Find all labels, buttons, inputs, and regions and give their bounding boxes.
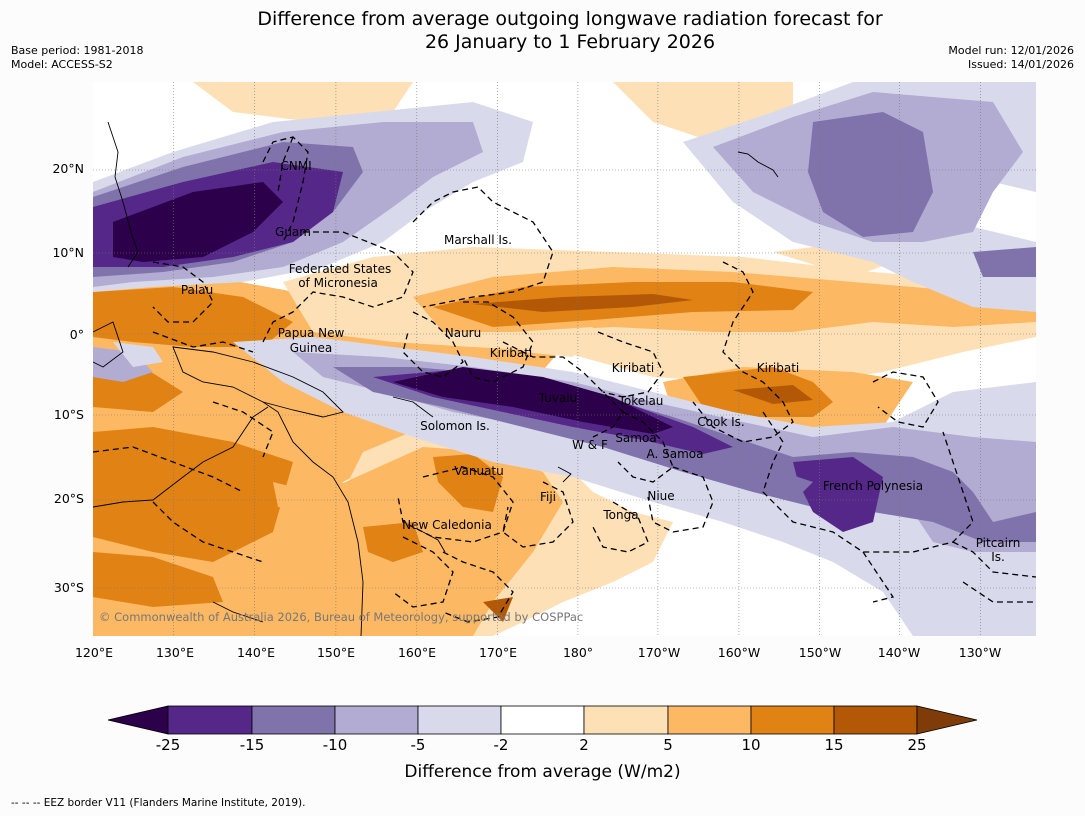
lon-tick-140e: 140°E <box>236 645 275 660</box>
lon-tick-130w: 130°W <box>958 645 1002 660</box>
lat-tick-0: 0° <box>69 327 84 342</box>
colorbar-label-8: 10 <box>741 736 761 754</box>
colorbar-bin-8 <box>750 705 835 735</box>
label-palau: Palau <box>181 283 213 297</box>
lon-tick-170w: 170°W <box>637 645 681 660</box>
label-fsm-1: Federated States <box>289 262 391 276</box>
label-fiji: Fiji <box>540 490 556 504</box>
copyright-notice: © Commonwealth of Australia 2026, Bureau… <box>99 610 583 624</box>
colorbar-extend-right <box>916 705 978 735</box>
label-png-2: Guinea <box>290 341 333 355</box>
lat-tick-30s: 30°S <box>53 580 84 595</box>
lat-tick-10s: 10°S <box>53 407 84 422</box>
meta-left: Base period: 1981-2018 Model: ACCESS-S2 <box>11 44 143 72</box>
nz-coast <box>212 601 264 623</box>
label-tuvalu: Tuvalu <box>538 391 578 405</box>
colorbar-label-9: 15 <box>824 736 844 754</box>
lon-tick-120e: 120°E <box>74 645 113 660</box>
label-wallis-futuna: W & F <box>572 438 608 452</box>
colorbar-bin-5 <box>500 705 585 735</box>
label-new-caledonia: New Caledonia <box>402 518 492 532</box>
meta-right: Model run: 12/01/2026 Issued: 14/01/2026 <box>948 44 1074 72</box>
label-pitcairn-1: Pitcairn <box>976 536 1021 550</box>
label-tokelau: Tokelau <box>618 394 664 408</box>
label-tonga: Tonga <box>602 508 638 522</box>
label-french-polynesia: French Polynesia <box>823 479 923 493</box>
lat-tick-20n: 20°N <box>52 161 84 176</box>
lon-tick-130e: 130°E <box>155 645 194 660</box>
label-pitcairn-2: Is. <box>991 550 1005 564</box>
label-american-samoa: A. Samoa <box>647 447 704 461</box>
title-line-1: Difference from average outgoing longwav… <box>257 8 883 30</box>
graticule <box>93 82 1036 636</box>
lon-tick-160e: 160°E <box>397 645 436 660</box>
colorbar-label-4: -5 <box>410 736 426 754</box>
label-nauru: Nauru <box>445 326 481 340</box>
colorbar-bin-4 <box>417 705 502 735</box>
new-guinea-coast <box>172 346 344 418</box>
colorbar <box>107 705 978 735</box>
lon-tick-180: 180° <box>562 645 594 660</box>
colorbar-label-7: 5 <box>663 736 673 754</box>
colorbar-label-6: 2 <box>579 736 589 754</box>
fiji-coast <box>557 466 572 483</box>
lon-tick-140w: 140°W <box>877 645 921 660</box>
coastlines <box>93 121 779 636</box>
lat-tick-20s: 20°S <box>53 491 84 506</box>
base-period: Base period: 1981-2018 <box>11 44 144 57</box>
australia-coast <box>262 401 364 636</box>
eez-borders <box>93 136 1036 623</box>
label-kiribati-east: Kiribati <box>757 361 799 375</box>
label-samoa: Samoa <box>615 431 656 445</box>
region-labels: CNMI Guam Marshall Is. Federated States … <box>181 159 1020 564</box>
label-marshall: Marshall Is. <box>444 233 512 247</box>
model-name: Model: ACCESS-S2 <box>11 58 113 71</box>
colorbar-bin-7 <box>667 705 752 735</box>
model-run: Model run: 12/01/2026 <box>948 44 1074 57</box>
colorbar-bin-1 <box>167 705 253 735</box>
lon-tick-150e: 150°E <box>316 645 355 660</box>
lon-tick-170e: 170°E <box>478 645 517 660</box>
colorbar-label-1: -25 <box>155 736 181 754</box>
colorbar-bin-9 <box>833 705 918 735</box>
label-png-1: Papua New <box>278 326 345 340</box>
borneo-coast <box>93 321 124 368</box>
colorbar-label-2: -15 <box>239 736 265 754</box>
colorbar-label-10: 25 <box>907 736 927 754</box>
issued-date: Issued: 14/01/2026 <box>967 58 1074 71</box>
colorbar-label-3: -10 <box>322 736 348 754</box>
chart-title: Difference from average outgoing longwav… <box>0 8 1085 54</box>
label-guam: Guam <box>275 225 311 239</box>
olr-anomaly-map: CNMI Guam Marshall Is. Federated States … <box>93 82 1036 636</box>
eez-footnote: -- -- -- EEZ border V11 (Flanders Marine… <box>11 797 306 809</box>
colorbar-title: Difference from average (W/m2) <box>404 762 681 782</box>
label-fsm-2: of Micronesia <box>298 276 378 290</box>
colorbar-bin-2 <box>251 705 336 735</box>
solomon-coast <box>392 396 434 418</box>
anomaly-field <box>93 82 1036 636</box>
label-niue: Niue <box>647 489 674 503</box>
lon-tick-150w: 150°W <box>798 645 842 660</box>
colorbar-label-5: -2 <box>493 736 509 754</box>
label-vanuatu: Vanuatu <box>454 464 504 478</box>
label-solomon: Solomon Is. <box>420 419 490 433</box>
colorbar-bin-6 <box>583 705 669 735</box>
hawaii-coast <box>737 151 779 178</box>
label-cook: Cook Is. <box>697 415 744 429</box>
colorbar-extend-left <box>107 705 169 735</box>
colorbar-bin-3 <box>334 705 419 735</box>
label-kiribati-west: Kiribati <box>490 346 532 360</box>
philippines-coast <box>107 121 139 268</box>
label-cnmi: CNMI <box>280 159 311 173</box>
label-kiribati-central: Kiribati <box>612 361 654 375</box>
lat-tick-10n: 10°N <box>52 245 84 260</box>
title-line-2: 26 January to 1 February 2026 <box>424 31 716 53</box>
lon-tick-160w: 160°W <box>717 645 761 660</box>
